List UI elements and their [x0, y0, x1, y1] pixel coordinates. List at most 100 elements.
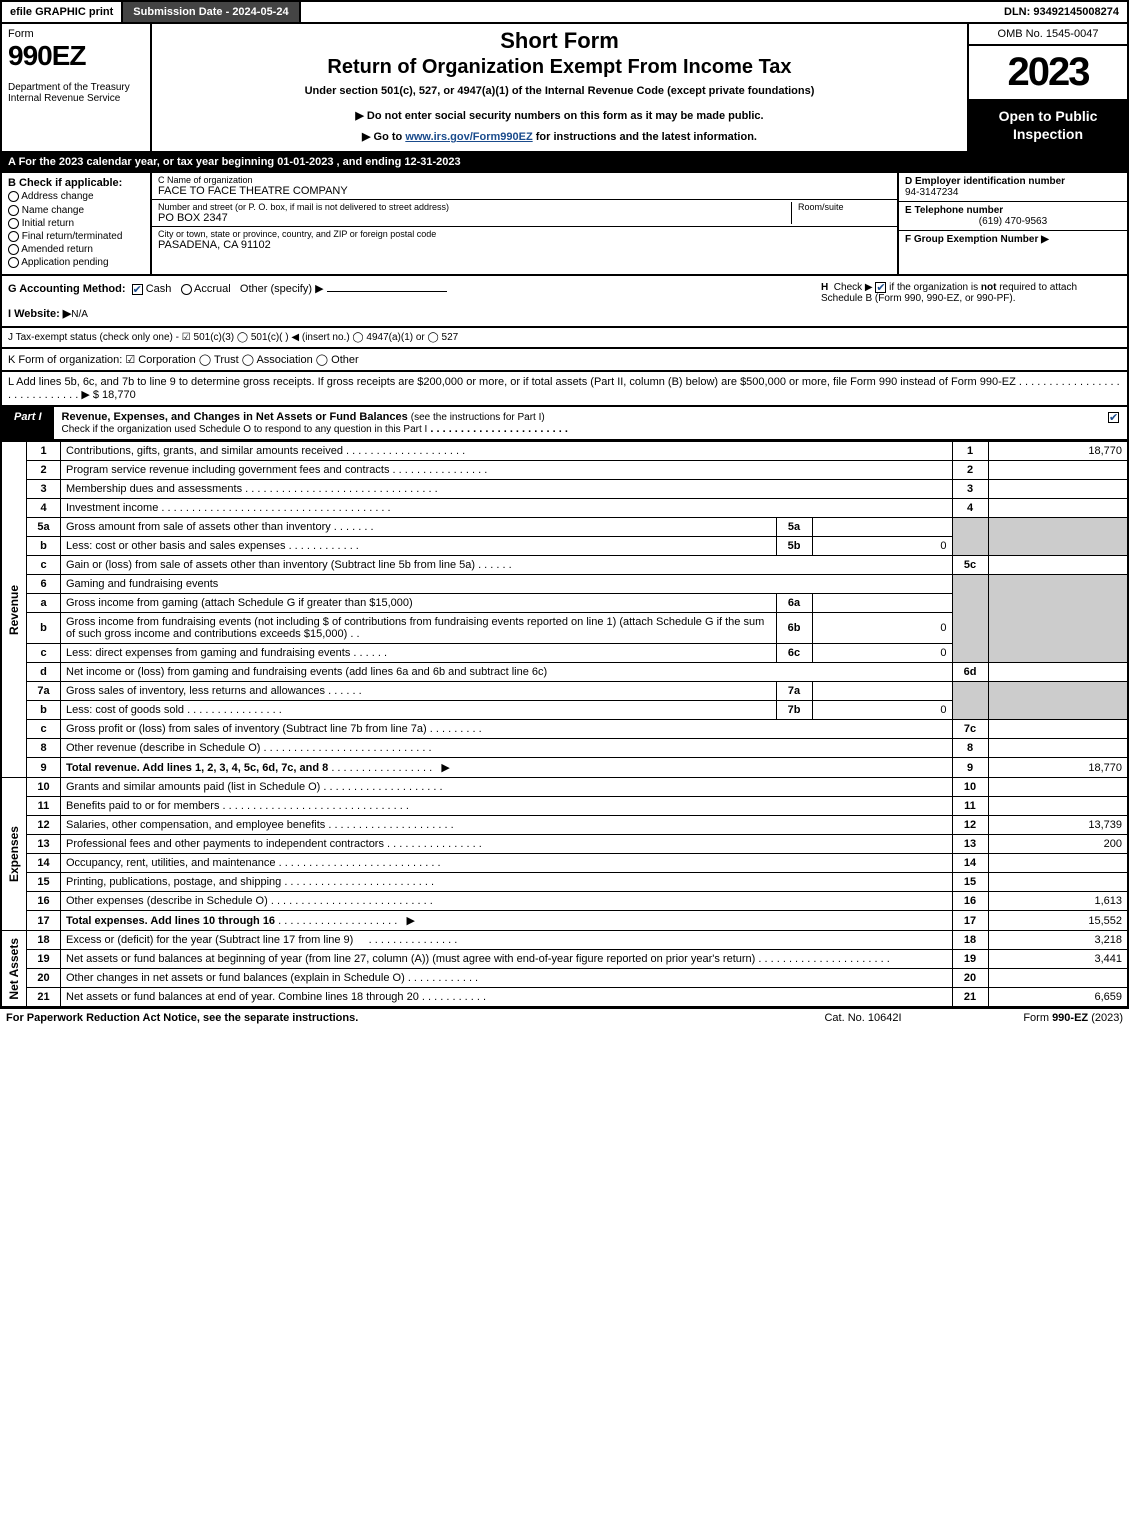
line-17: Total expenses. Add lines 10 through 16 [66, 915, 275, 927]
line-6b: Gross income from fundraising events (no… [66, 616, 764, 640]
omb-number: OMB No. 1545-0047 [969, 24, 1127, 46]
efile-print-label[interactable]: efile GRAPHIC print [2, 2, 123, 22]
part-i-tab: Part I [2, 407, 54, 439]
val-1: 18,770 [988, 442, 1128, 461]
submission-date: Submission Date - 2024-05-24 [123, 2, 300, 22]
room-label: Room/suite [798, 202, 891, 212]
website-row: I Website: ▶N/A [8, 307, 821, 320]
line-6c: Less: direct expenses from gaming and fu… [66, 647, 350, 659]
l-gross-receipts: L Add lines 5b, 6c, and 7b to line 9 to … [0, 372, 1129, 407]
val-16: 1,613 [988, 892, 1128, 911]
c-city-label: City or town, state or province, country… [158, 229, 891, 239]
val-17: 15,552 [988, 911, 1128, 931]
line-6d: Net income or (loss) from gaming and fun… [66, 666, 547, 678]
line-1: Contributions, gifts, grants, and simila… [66, 445, 343, 457]
footer-left: For Paperwork Reduction Act Notice, see … [6, 1012, 783, 1024]
header-right: OMB No. 1545-0047 2023 Open to Public In… [967, 24, 1127, 151]
b-head: B Check if applicable: [8, 177, 144, 189]
form-header: Form 990EZ Department of the Treasury In… [0, 24, 1129, 153]
line-5b: Less: cost or other basis and sales expe… [66, 540, 286, 552]
line-8: Other revenue (describe in Schedule O) [66, 742, 260, 754]
val-9: 18,770 [988, 758, 1128, 778]
group-exemption-label: F Group Exemption Number ▶ [905, 234, 1049, 245]
chk-schedule-b[interactable] [875, 282, 886, 293]
val-7b: 0 [812, 701, 952, 720]
line-2: Program service revenue including govern… [66, 464, 389, 476]
val-19: 3,441 [988, 950, 1128, 969]
ein-label: D Employer identification number [905, 176, 1065, 187]
chk-amended-return[interactable]: Amended return [8, 244, 144, 255]
line-12: Salaries, other compensation, and employ… [66, 819, 325, 831]
side-net-assets: Net Assets [7, 938, 21, 1000]
footer: For Paperwork Reduction Act Notice, see … [0, 1008, 1129, 1027]
tel-label: E Telephone number [905, 205, 1003, 216]
chk-accrual[interactable] [181, 284, 192, 295]
section-c: C Name of organization FACE TO FACE THEA… [152, 173, 897, 274]
title-return: Return of Organization Exempt From Incom… [162, 56, 957, 79]
part-i-title: Revenue, Expenses, and Changes in Net As… [62, 411, 408, 423]
ein-value: 94-3147234 [905, 187, 958, 198]
part-i-check: Check if the organization used Schedule … [62, 424, 428, 435]
block-bc: B Check if applicable: Address change Na… [0, 173, 1129, 276]
goto-post: for instructions and the latest informat… [533, 131, 757, 143]
line-7b: Less: cost of goods sold [66, 704, 184, 716]
top-bar: efile GRAPHIC print Submission Date - 20… [0, 0, 1129, 24]
accounting-method: G Accounting Method: Cash Accrual Other … [8, 282, 821, 295]
title-short-form: Short Form [162, 28, 957, 54]
val-21: 6,659 [988, 988, 1128, 1008]
block-g-h: G Accounting Method: Cash Accrual Other … [0, 276, 1129, 328]
form-label: Form [8, 28, 144, 40]
val-5b: 0 [812, 537, 952, 556]
line-15: Printing, publications, postage, and shi… [66, 876, 281, 888]
chk-application-pending[interactable]: Application pending [8, 257, 144, 268]
line-5a: Gross amount from sale of assets other t… [66, 521, 331, 533]
header-mid: Short Form Return of Organization Exempt… [152, 24, 967, 151]
chk-final-return[interactable]: Final return/terminated [8, 231, 144, 242]
chk-name-change[interactable]: Name change [8, 205, 144, 216]
footer-right: Form 990-EZ (2023) [943, 1012, 1123, 1024]
line-3: Membership dues and assessments [66, 483, 242, 495]
line-6a: Gross income from gaming (attach Schedul… [66, 597, 413, 609]
val-6c: 0 [812, 644, 952, 663]
ssn-warning: ▶ Do not enter social security numbers o… [162, 109, 957, 122]
goto-pre: ▶ Go to [362, 131, 405, 143]
part-i-note: (see the instructions for Part I) [411, 412, 545, 423]
side-expenses: Expenses [7, 826, 21, 882]
c-name-label: C Name of organization [158, 175, 891, 185]
tax-year: 2023 [969, 46, 1127, 99]
line-16: Other expenses (describe in Schedule O) [66, 895, 268, 907]
c-street-label: Number and street (or P. O. box, if mail… [158, 202, 791, 212]
org-street: PO BOX 2347 [158, 212, 791, 224]
chk-schedule-o[interactable] [1108, 412, 1119, 423]
open-public: Open to Public Inspection [969, 99, 1127, 151]
line-14: Occupancy, rent, utilities, and maintena… [66, 857, 276, 869]
j-tax-exempt: J Tax-exempt status (check only one) - ☑… [0, 328, 1129, 349]
side-revenue: Revenue [7, 585, 21, 635]
val-13: 200 [988, 835, 1128, 854]
goto-note: ▶ Go to www.irs.gov/Form990EZ for instru… [162, 130, 957, 143]
k-form-org: K Form of organization: ☑ Corporation ◯ … [0, 349, 1129, 372]
line-5c: Gain or (loss) from sale of assets other… [66, 559, 475, 571]
line-18: Excess or (deficit) for the year (Subtra… [66, 934, 353, 946]
subtitle: Under section 501(c), 527, or 4947(a)(1)… [162, 85, 957, 97]
footer-mid: Cat. No. 10642I [783, 1012, 943, 1024]
chk-address-change[interactable]: Address change [8, 191, 144, 202]
chk-cash[interactable] [132, 284, 143, 295]
line-6: Gaming and fundraising events [66, 578, 218, 590]
line-7c: Gross profit or (loss) from sales of inv… [66, 723, 427, 735]
org-city: PASADENA, CA 91102 [158, 239, 891, 251]
line-10: Grants and similar amounts paid (list in… [66, 781, 320, 793]
h-check: H Check ▶ if the organization is not req… [821, 282, 1121, 304]
part-i-header: Part I Revenue, Expenses, and Changes in… [0, 407, 1129, 441]
line-21: Net assets or fund balances at end of ye… [66, 991, 419, 1003]
irs-link[interactable]: www.irs.gov/Form990EZ [405, 131, 532, 143]
val-6b: 0 [812, 613, 952, 644]
line-20: Other changes in net assets or fund bala… [66, 972, 405, 984]
chk-initial-return[interactable]: Initial return [8, 218, 144, 229]
line-11: Benefits paid to or for members [66, 800, 219, 812]
dln: DLN: 93492145008274 [996, 2, 1127, 22]
line-9: Total revenue. Add lines 1, 2, 3, 4, 5c,… [66, 762, 328, 774]
section-b: B Check if applicable: Address change Na… [2, 173, 152, 274]
val-12: 13,739 [988, 816, 1128, 835]
row-a: A For the 2023 calendar year, or tax yea… [0, 153, 1129, 173]
